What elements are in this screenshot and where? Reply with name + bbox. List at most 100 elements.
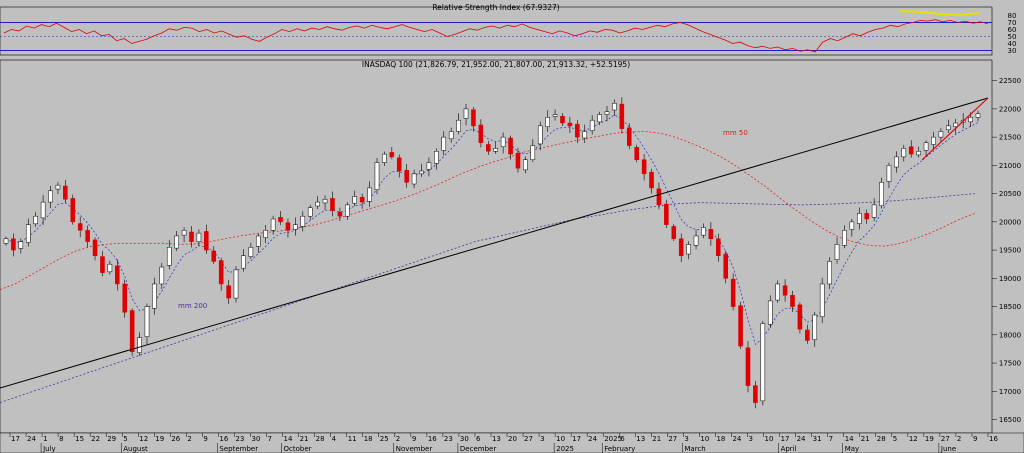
candle-body <box>753 385 758 403</box>
x-tick-label: 17 <box>781 435 790 443</box>
price-y-tick: 16500 <box>999 416 1021 424</box>
candle-body <box>545 117 550 127</box>
candle-body <box>738 305 743 347</box>
month-label: September <box>219 445 258 453</box>
candle-body <box>55 184 61 190</box>
x-tick-label: 9 <box>203 435 207 443</box>
candle-body <box>723 253 729 279</box>
x-tick-label: 27 <box>524 435 533 443</box>
candle-body <box>463 108 469 119</box>
month-label: March <box>684 445 705 453</box>
rsi-y-tick: 60 <box>1008 26 1017 34</box>
candle-body <box>33 215 38 225</box>
x-tick-label: 5 <box>893 435 897 443</box>
candle-body <box>174 235 179 249</box>
rsi-panel: Relative Strength Index (67.9327) 807060… <box>0 3 1017 56</box>
x-tick-label: 14 <box>845 435 854 443</box>
x-tick-label: 28 <box>316 435 325 443</box>
candle-body <box>641 159 647 175</box>
x-tick-label: 27 <box>941 435 950 443</box>
x-axis-band <box>0 432 1024 453</box>
x-tick-label: 10 <box>700 435 709 443</box>
month-label: November <box>396 445 433 453</box>
price-y-tick: 22500 <box>999 77 1021 85</box>
candle-body <box>189 231 194 242</box>
candle-body <box>389 152 395 158</box>
price-y-tick: 17500 <box>999 360 1021 368</box>
candle-body <box>352 196 358 204</box>
candle-body <box>315 201 320 207</box>
x-tick-label: 27 <box>668 435 677 443</box>
mm200-label: mm 200 <box>178 302 207 310</box>
price-y-tick: 20500 <box>999 190 1021 198</box>
month-label: July <box>42 445 56 453</box>
candle-body <box>48 190 53 203</box>
candle-body <box>923 142 929 151</box>
x-tick-label: 15 <box>75 435 84 443</box>
candle-body <box>656 188 662 206</box>
x-tick-label: 12 <box>909 435 918 443</box>
candle-body <box>775 283 780 301</box>
candle-body <box>107 263 113 273</box>
candle-body <box>886 165 892 182</box>
price-y-tick: 20000 <box>999 218 1021 226</box>
candle-body <box>85 230 90 242</box>
x-tick-label: 9 <box>973 435 977 443</box>
price-y-tick: 19000 <box>999 275 1021 283</box>
candle-body <box>812 314 818 340</box>
x-tick-label: 14 <box>284 435 293 443</box>
candle-body <box>686 244 691 255</box>
x-axis: 17 24 1 8 15 22 29 5 12 19 26 2 9 16 23 30 7 14 21 28 4 11 18 2… <box>0 432 1024 453</box>
candle-body <box>115 265 120 285</box>
candle-body <box>782 285 788 296</box>
candlesticks <box>3 97 981 409</box>
candle-body <box>270 218 276 231</box>
candle-body <box>612 102 617 111</box>
candle-body <box>619 103 625 129</box>
price-title: INASDAQ 100 (21,826.79, 21,952.00, 21,80… <box>362 60 630 69</box>
candle-body <box>218 260 224 285</box>
rsi-series-line <box>3 19 989 53</box>
candle-body <box>226 285 231 299</box>
month-label: April <box>781 445 797 453</box>
candle-body <box>3 238 9 244</box>
price-y-tick: 18000 <box>999 331 1021 339</box>
rsi-y-tick: 40 <box>1008 40 1017 48</box>
month-label: June <box>940 445 956 453</box>
candle-body <box>204 231 209 251</box>
candle-body <box>842 230 847 246</box>
price-y-tick: 17000 <box>999 388 1021 396</box>
candle-body <box>300 215 306 227</box>
candle-body <box>827 261 832 285</box>
x-tick-label: 30 <box>460 435 469 443</box>
candle-body <box>137 337 142 353</box>
rsi-y-tick: 70 <box>1008 19 1017 27</box>
candle-body <box>745 347 751 386</box>
month-label: February <box>604 445 635 453</box>
candle-body <box>856 213 862 224</box>
candle-body <box>797 304 803 330</box>
candle-body <box>11 238 16 251</box>
candle-body <box>211 250 217 262</box>
candle-body <box>77 223 83 231</box>
candle-body <box>515 152 521 169</box>
candle-body <box>908 146 914 155</box>
candle-body <box>478 124 484 144</box>
x-tick-label: 29 <box>107 435 116 443</box>
month-label: May <box>845 445 859 453</box>
candle-body <box>485 144 491 152</box>
x-tick-label: 13 <box>636 435 645 443</box>
candle-body <box>345 204 350 217</box>
candle-body <box>871 204 877 218</box>
candle-body <box>411 173 417 185</box>
candle-body <box>322 199 328 204</box>
candle-body <box>508 137 513 155</box>
candle-body <box>582 131 588 139</box>
candle-body <box>597 114 602 123</box>
x-tick-label: 10 <box>765 435 774 443</box>
candle-body <box>938 131 944 138</box>
price-y-tick: 19500 <box>999 247 1021 255</box>
candle-body <box>359 197 365 203</box>
